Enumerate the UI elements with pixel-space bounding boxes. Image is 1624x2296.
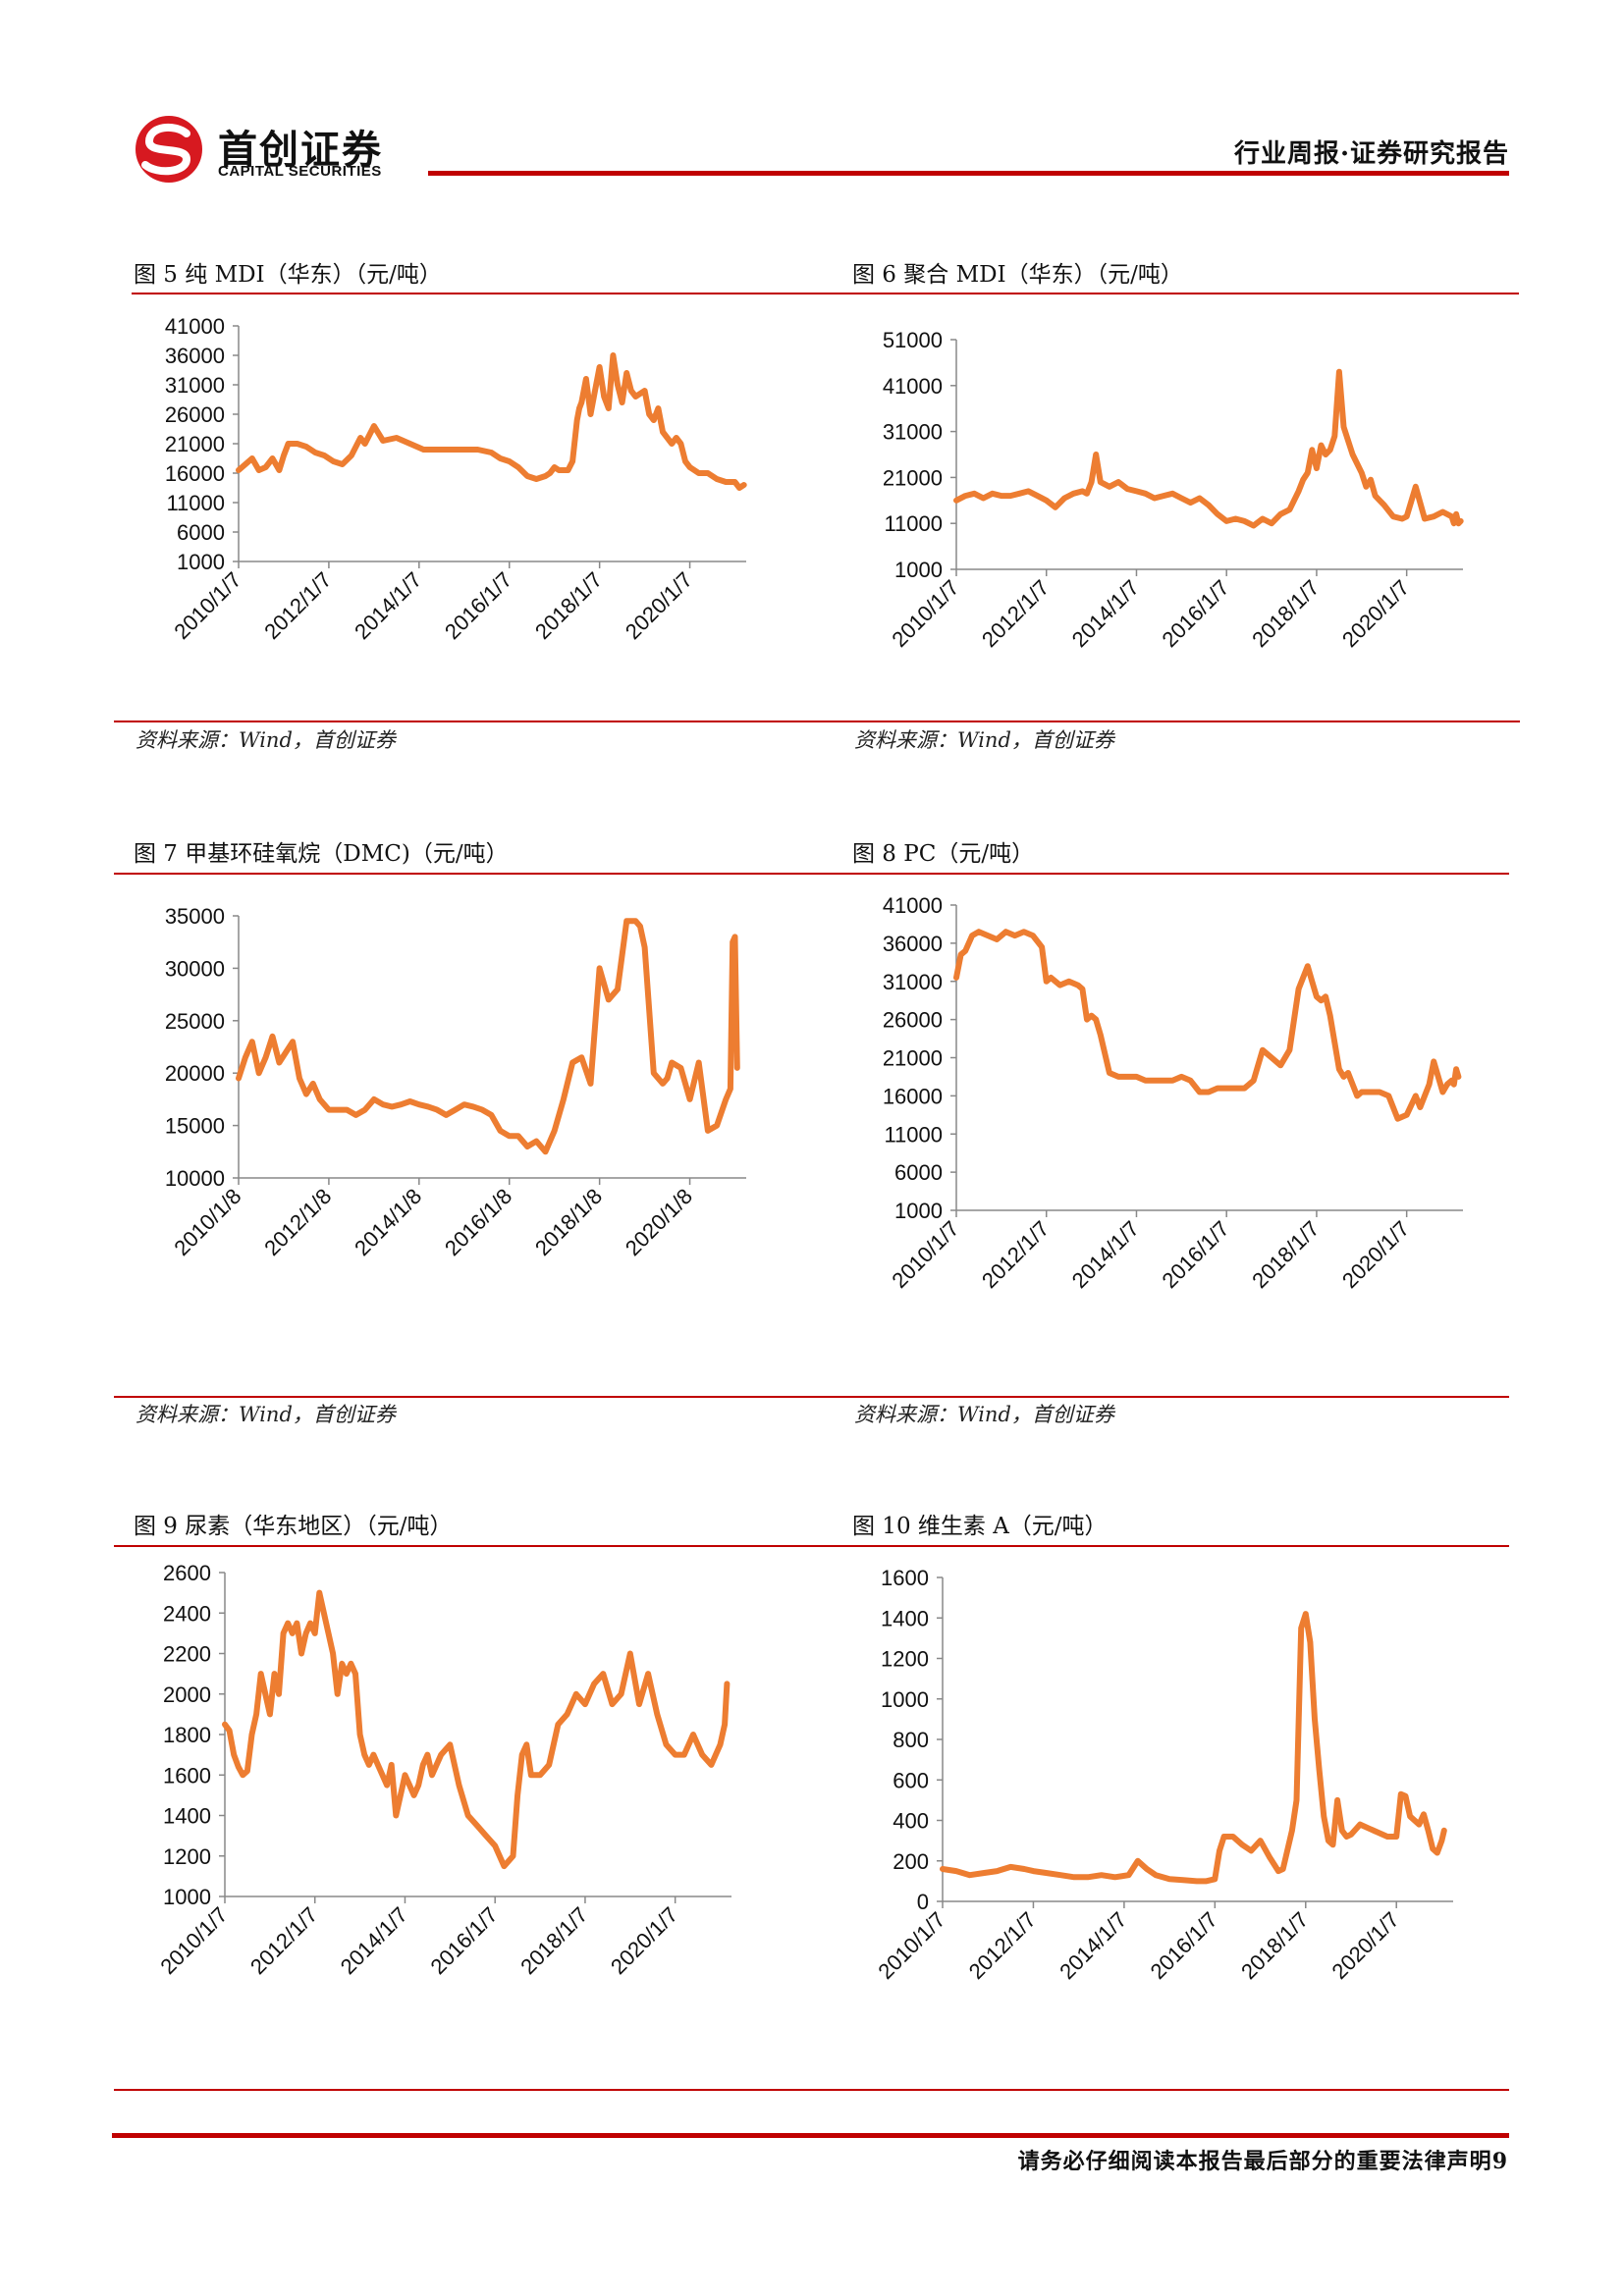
y-tick-label: 1600: [163, 1763, 211, 1788]
x-tick-label: 2010/1/7: [873, 1907, 949, 1984]
footer-disclaimer: 请务必仔细阅读本报告最后部分的重要法律声明9: [1018, 2144, 1508, 2175]
y-tick-label: 41000: [165, 314, 225, 339]
y-tick-label: 21000: [883, 465, 943, 490]
y-tick-label: 10000: [165, 1166, 225, 1191]
y-tick-label: 1000: [163, 1885, 211, 1909]
x-tick-label: 2016/1/7: [1146, 1907, 1222, 1984]
figure-title: 图 6 聚合 MDI（华东）（元/吨）: [852, 262, 1183, 288]
y-tick-label: 1400: [163, 1804, 211, 1829]
y-tick-label: 31000: [883, 420, 943, 445]
y-tick-label: 6000: [894, 1160, 943, 1185]
x-tick-label: 2012/1/7: [964, 1907, 1041, 1984]
figure-panel: 图 7 甲基环硅氧烷（DMC)（元/吨） 资料来源：Wind，首创证券: [134, 834, 539, 1426]
x-tick-label: 2018/1/7: [1236, 1907, 1313, 1984]
company-logo: 首创证券 CAPITAL SECURITIES: [132, 114, 426, 185]
figure-title: 图 7 甲基环硅氧烷（DMC)（元/吨）: [134, 841, 509, 867]
footer-rule: [112, 2133, 1509, 2138]
header-rule: [428, 171, 1509, 176]
figure-bottom-rule-row3: [114, 2089, 1509, 2091]
report-type: 行业周报·证券研究报告: [1233, 139, 1509, 169]
page-number: 9: [1491, 2149, 1508, 2174]
y-tick-label: 2000: [163, 1682, 211, 1707]
y-tick-label: 15000: [165, 1114, 225, 1139]
y-tick-label: 0: [917, 1890, 929, 1914]
y-tick-label: 16000: [165, 461, 225, 486]
y-tick-label: 400: [893, 1809, 929, 1834]
y-tick-label: 36000: [883, 932, 943, 956]
series-line: [953, 368, 1464, 529]
y-tick-label: 2600: [163, 1561, 211, 1585]
y-tick-label: 2200: [163, 1642, 211, 1667]
series-line: [236, 918, 740, 1155]
y-tick-label: 1000: [894, 1199, 943, 1223]
y-tick-label: 800: [893, 1728, 929, 1752]
x-tick-label: 2014/1/7: [1055, 1907, 1131, 1984]
y-tick-label: 6000: [177, 520, 225, 545]
y-tick-label: 600: [893, 1768, 929, 1792]
series-line: [222, 1589, 731, 1870]
y-tick-label: 31000: [165, 373, 225, 398]
figure-title: 图 5 纯 MDI（华东）（元/吨）: [134, 262, 442, 288]
figure-panel: 图 9 尿素（华东地区）（元/吨）: [134, 1507, 539, 1566]
series-line: [236, 352, 747, 491]
figure-panel: 图 5 纯 MDI（华东）（元/吨） 资料来源：Wind，首创证券: [132, 255, 1519, 752]
y-tick-label: 1600: [881, 1566, 929, 1590]
series-line: [940, 1611, 1447, 1885]
y-tick-label: 2400: [163, 1601, 211, 1626]
y-tick-label: 1000: [881, 1687, 929, 1712]
y-tick-label: 1400: [881, 1606, 929, 1630]
figure-top-rule-row3: [114, 1545, 1509, 1547]
y-tick-label: 51000: [883, 328, 943, 352]
logo-chinese-name: 首创证券: [218, 128, 383, 173]
y-tick-label: 30000: [165, 956, 225, 981]
y-tick-label: 41000: [883, 374, 943, 399]
figure-source: 资料来源：Wind，首创证券: [854, 1403, 1114, 1426]
y-tick-label: 1200: [881, 1647, 929, 1672]
x-tick-label: 2020/1/7: [1327, 1907, 1404, 1984]
figure-title: 图 9 尿素（华东地区）（元/吨）: [134, 1514, 453, 1539]
figure-top-rule-row2: [114, 873, 1509, 875]
figure-source: 资料来源：Wind，首创证券: [854, 728, 1114, 752]
figure-top-rule: [132, 293, 1519, 294]
figure-title: 图 10 维生素 A（元/吨）: [852, 1514, 1108, 1539]
y-tick-label: 21000: [165, 432, 225, 456]
y-tick-label: 1000: [894, 558, 943, 582]
figure-panel: 图 10 维生素 A（元/吨）: [852, 1507, 1520, 1566]
figure-source: 资料来源：Wind，首创证券: [135, 1403, 396, 1426]
y-tick-label: 16000: [883, 1084, 943, 1108]
y-tick-label: 200: [893, 1849, 929, 1874]
figure-bottom-rule-row2: [114, 1396, 1509, 1398]
y-tick-label: 41000: [883, 893, 943, 918]
y-tick-label: 36000: [165, 344, 225, 368]
y-tick-label: 1200: [163, 1844, 211, 1869]
disclaimer-text: 请务必仔细阅读本报告最后部分的重要法律声明: [1017, 2149, 1492, 2174]
y-tick-label: 26000: [165, 402, 225, 427]
y-tick-label: 11000: [166, 491, 225, 515]
y-tick-label: 31000: [883, 970, 943, 994]
y-tick-label: 1800: [163, 1723, 211, 1747]
logo-mark-icon: [135, 116, 202, 183]
y-tick-label: 20000: [165, 1061, 225, 1086]
figure-title: 图 8 PC（元/吨）: [852, 841, 1035, 867]
y-tick-label: 25000: [165, 1009, 225, 1034]
figure-panel: 图 8 PC（元/吨） 资料来源：Wind，首创证券: [852, 834, 1520, 1426]
figure-source: 资料来源：Wind，首创证券: [135, 728, 396, 752]
logo-english-name: CAPITAL SECURITIES: [218, 163, 382, 180]
y-tick-label: 21000: [883, 1046, 943, 1071]
y-tick-label: 11000: [884, 1122, 943, 1147]
series-line: [953, 929, 1462, 1122]
y-tick-label: 26000: [883, 1008, 943, 1033]
y-tick-label: 35000: [165, 904, 225, 929]
y-tick-label: 1000: [177, 550, 225, 574]
figure-bottom-rule-left: [114, 721, 1509, 722]
y-tick-label: 11000: [884, 511, 943, 536]
